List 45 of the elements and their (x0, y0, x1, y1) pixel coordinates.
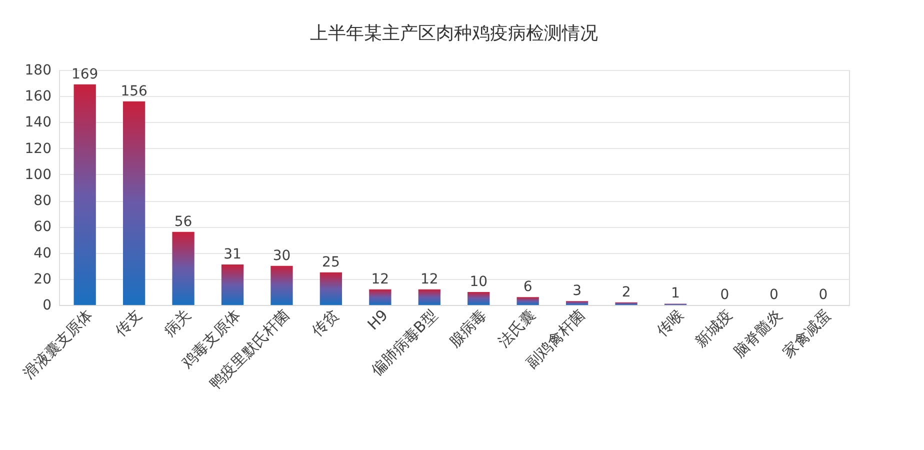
y-tick-label: 120 (24, 140, 52, 157)
data-label: 3 (572, 283, 582, 300)
y-tick-label: 0 (42, 298, 52, 314)
bar (74, 84, 96, 305)
data-label: 0 (818, 287, 828, 303)
y-tick-label: 160 (24, 88, 52, 105)
data-label: 169 (71, 66, 98, 82)
x-tick-label: 传喉 (652, 306, 687, 340)
bar (122, 101, 146, 305)
x-tick-label: 传贫 (308, 306, 342, 340)
data-label: 30 (272, 248, 291, 264)
data-label: 0 (769, 287, 778, 303)
data-label: 12 (371, 271, 390, 288)
data-label: 12 (420, 271, 438, 288)
x-tick-label: 传支 (111, 306, 146, 340)
y-tick-label: 180 (24, 62, 52, 78)
bar (172, 232, 194, 305)
x-tick-label: H9 (364, 306, 392, 334)
bar (615, 302, 638, 305)
data-label: 1 (671, 286, 680, 302)
bar (320, 272, 342, 305)
bar (418, 289, 440, 305)
bar (566, 301, 588, 305)
y-tick-label: 140 (24, 114, 52, 131)
data-label: 0 (720, 287, 730, 303)
data-label: 10 (470, 274, 488, 290)
data-label: 6 (523, 279, 532, 296)
y-tick-label: 20 (34, 271, 52, 288)
data-label: 2 (622, 284, 631, 300)
data-label: 31 (224, 246, 242, 263)
x-tick-label: 病关 (160, 306, 195, 340)
y-tick-label: 100 (24, 166, 52, 183)
bar (516, 297, 539, 305)
data-label: 156 (120, 83, 148, 100)
bar (468, 292, 490, 305)
y-tick-label: 80 (34, 193, 52, 210)
y-tick-label: 60 (34, 219, 52, 236)
data-label: 56 (174, 214, 192, 230)
x-tick-label: 腺病毒 (445, 306, 490, 351)
y-tick-label: 40 (34, 245, 52, 262)
chart-title: 上半年某主产区肉种鸡疫病检测情况 (310, 23, 598, 44)
bar (221, 264, 244, 305)
bar (369, 289, 392, 305)
data-label: 25 (322, 254, 340, 270)
bar (270, 266, 293, 305)
